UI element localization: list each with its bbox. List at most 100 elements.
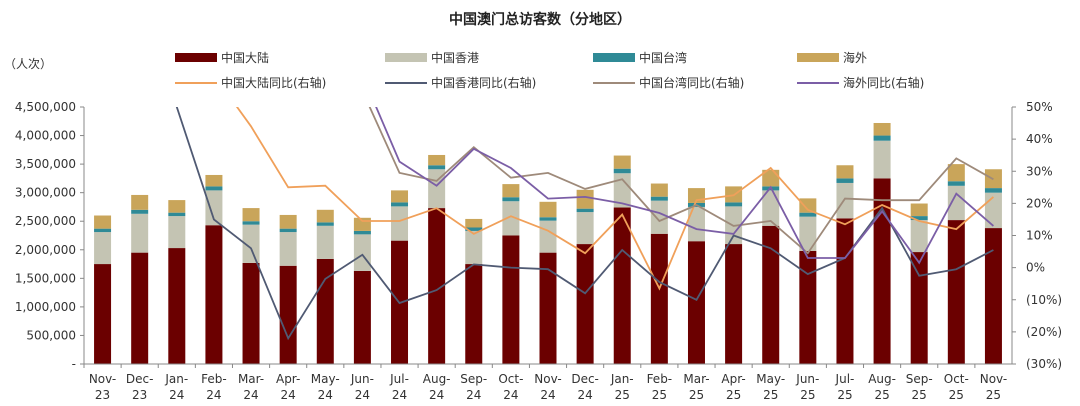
x-tick-label: Oct- [498, 372, 523, 386]
bar-2 [391, 202, 409, 207]
legend-label-1: 中国香港 [431, 50, 479, 65]
lines [175, 107, 994, 341]
x-tick-label: 25 [912, 388, 927, 402]
bar-0 [947, 220, 965, 364]
bar-1 [391, 206, 409, 241]
bar-1 [205, 190, 223, 226]
x-tick-label: 25 [986, 388, 1001, 402]
bar-1 [910, 220, 928, 253]
bar-1 [242, 224, 260, 263]
x-tick-label: Apr- [721, 372, 745, 386]
x-tick-label: 25 [800, 388, 815, 402]
bar-1 [279, 232, 297, 266]
x-tick-label: 25 [949, 388, 964, 402]
bar-2 [725, 202, 743, 207]
bar-3 [799, 198, 817, 213]
y2-tick-label: (30%) [1026, 357, 1062, 371]
y2-tick-label: 30% [1026, 164, 1053, 178]
bar-0 [725, 244, 743, 364]
legend-swatch-1 [385, 53, 427, 62]
x-tick-label: Aug- [423, 372, 451, 386]
line-series-3 [375, 107, 994, 265]
bar-0 [353, 270, 371, 364]
bar-2 [836, 178, 854, 183]
bar-1 [353, 234, 371, 271]
x-tick-label: Sep- [906, 372, 933, 386]
legend-label-3: 海外 [843, 50, 867, 65]
x-tick-label: Nov- [980, 372, 1007, 386]
y-tick-label: 4,500,000 [15, 100, 76, 114]
bar-0 [242, 262, 260, 364]
x-tick-label: 25 [874, 388, 889, 402]
bar-0 [799, 250, 817, 364]
y-tick-label: - [72, 357, 76, 371]
bar-1 [762, 190, 780, 226]
x-tick-label: 24 [503, 388, 518, 402]
y-tick-label: 1,500,000 [15, 271, 76, 285]
y-tick-label: 4,000,000 [15, 129, 76, 143]
x-tick-label: 23 [132, 388, 147, 402]
bar-3 [873, 122, 891, 136]
bar-0 [650, 233, 668, 364]
bar-3 [650, 183, 668, 197]
bar-0 [131, 252, 149, 364]
y2-tick-label: (10%) [1026, 293, 1062, 307]
x-tick-label: Apr- [276, 372, 300, 386]
x-tick-label: 25 [837, 388, 852, 402]
bar-1 [873, 140, 891, 179]
bar-1 [650, 200, 668, 234]
bar-3 [391, 190, 409, 203]
line-series-2 [368, 107, 994, 255]
x-tick-label: Jan- [164, 372, 188, 386]
bar-2 [650, 196, 668, 201]
x-tick-label: Jan- [610, 372, 634, 386]
bar-1 [539, 220, 557, 253]
bar-2 [613, 168, 631, 174]
x-tick-label: Feb- [647, 372, 673, 386]
bar-2 [465, 227, 483, 231]
bar-0 [428, 208, 446, 364]
x-tick-label: 25 [763, 388, 778, 402]
bar-2 [168, 212, 186, 217]
y2-tick-label: (20%) [1026, 325, 1062, 339]
x-tick-label: 23 [95, 388, 110, 402]
bar-3 [205, 174, 223, 187]
x-tick-label: 24 [206, 388, 221, 402]
bar-2 [205, 186, 223, 191]
bar-1 [687, 206, 705, 242]
bar-2 [576, 208, 594, 213]
bar-0 [502, 235, 520, 364]
y-tick-label: 2,000,000 [15, 243, 76, 257]
legend-swatch-0 [175, 53, 217, 62]
bar-1 [799, 216, 817, 251]
x-tick-label: 24 [577, 388, 592, 402]
bar-3 [242, 208, 260, 222]
bar-3 [316, 209, 334, 223]
x-tick-label: Dec- [571, 372, 599, 386]
bar-2 [131, 209, 149, 214]
chart-title: 中国澳门总访客数（分地区） [449, 11, 631, 28]
x-tick-label: 24 [318, 388, 333, 402]
bar-3 [947, 164, 965, 182]
x-tick-label: Mar- [238, 372, 264, 386]
bar-1 [947, 185, 965, 221]
bar-0 [873, 178, 891, 364]
bar-0 [836, 218, 854, 364]
x-tick-label: 24 [243, 388, 258, 402]
bar-2 [353, 230, 371, 235]
x-tick-label: Jul- [389, 372, 409, 386]
x-tick-label: 24 [169, 388, 184, 402]
y-axis-unit: （人次） [4, 57, 52, 71]
bar-0 [168, 248, 186, 364]
x-tick-label: 25 [726, 388, 741, 402]
x-tick-label: Jun- [350, 372, 374, 386]
y2-tick-label: 10% [1026, 229, 1053, 243]
legend-label-2: 中国台湾 [639, 50, 687, 65]
legend-label-0: 中国大陆 [221, 50, 269, 65]
bar-3 [131, 194, 149, 210]
bar-0 [279, 265, 297, 364]
x-tick-label: 24 [281, 388, 296, 402]
x-tick-label: Mar- [683, 372, 709, 386]
bar-0 [465, 264, 483, 364]
